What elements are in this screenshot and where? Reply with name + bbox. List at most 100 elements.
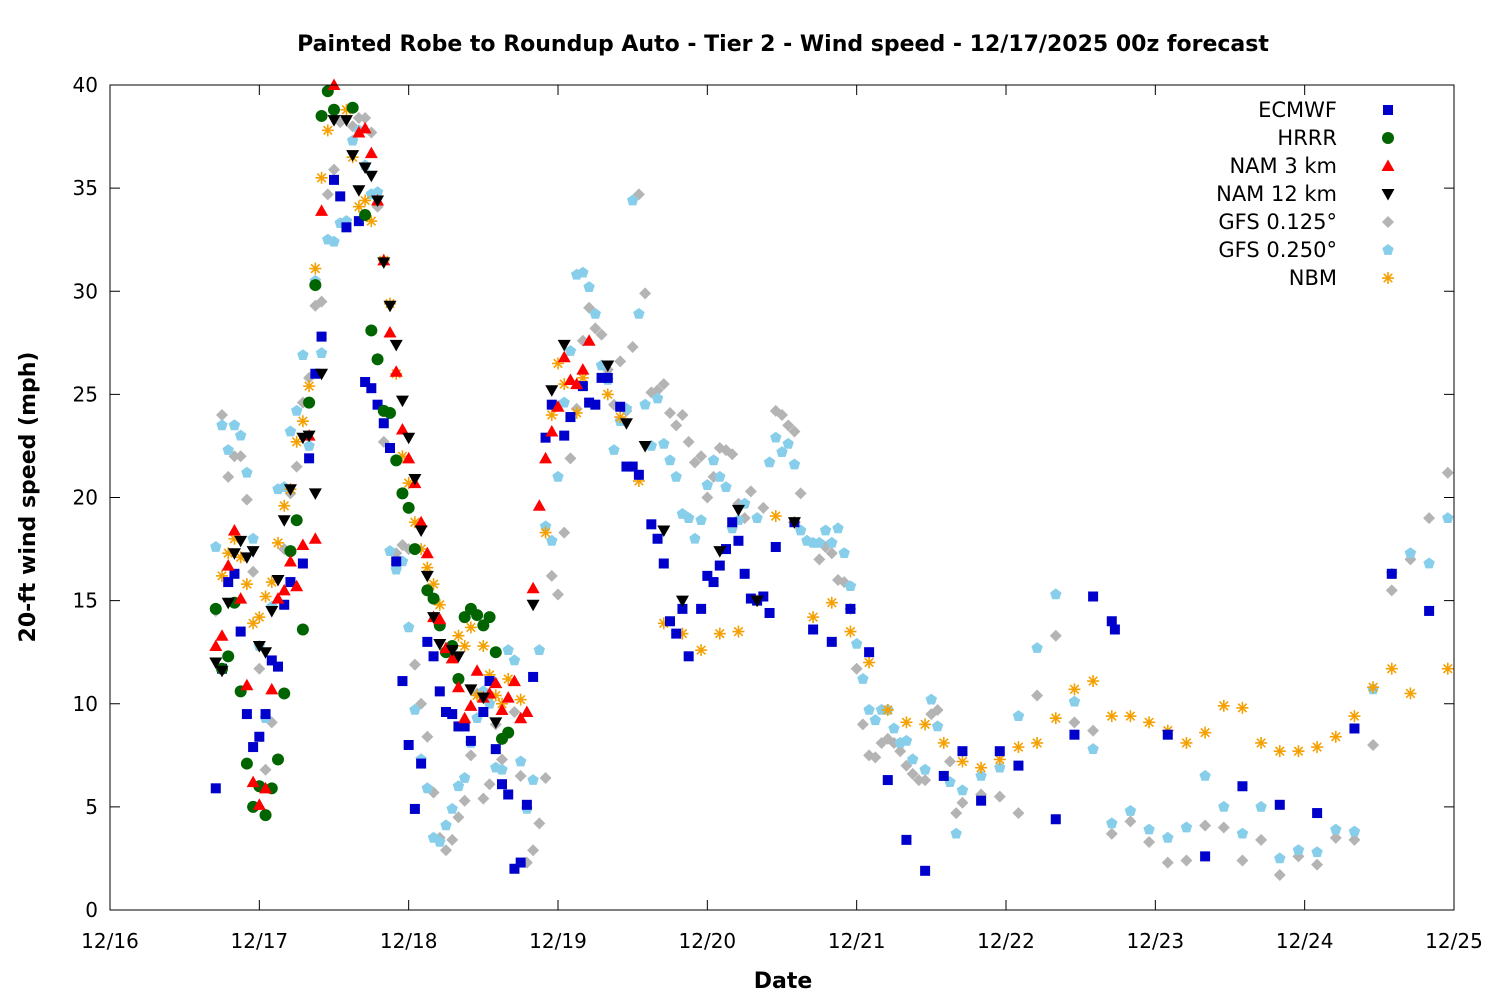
data-point bbox=[614, 411, 627, 424]
data-point bbox=[352, 112, 365, 124]
data-point bbox=[514, 693, 527, 706]
data-point bbox=[708, 577, 719, 588]
data-point bbox=[216, 419, 228, 431]
data-point bbox=[490, 744, 501, 755]
data-point bbox=[1143, 835, 1156, 848]
data-point bbox=[838, 547, 850, 558]
data-point bbox=[508, 654, 521, 666]
data-point bbox=[434, 835, 446, 847]
data-point bbox=[782, 437, 794, 449]
data-point bbox=[769, 510, 782, 523]
legend-label: GFS 0.125° bbox=[1218, 210, 1337, 234]
data-point bbox=[371, 353, 384, 366]
data-point bbox=[665, 616, 675, 627]
data-point bbox=[1423, 557, 1435, 569]
y-tick-label: 30 bbox=[73, 279, 98, 303]
data-point bbox=[813, 553, 826, 566]
data-point bbox=[919, 763, 931, 775]
data-point bbox=[427, 612, 441, 624]
data-point bbox=[994, 761, 1006, 773]
x-tick-label: 12/25 bbox=[1425, 929, 1483, 953]
data-point bbox=[539, 520, 552, 532]
data-point bbox=[1274, 799, 1285, 810]
data-point bbox=[813, 536, 825, 548]
data-point bbox=[360, 377, 371, 387]
data-point bbox=[447, 709, 458, 720]
data-point bbox=[240, 757, 253, 770]
data-point bbox=[676, 409, 689, 421]
data-point bbox=[254, 731, 265, 742]
data-point bbox=[515, 857, 526, 868]
data-point bbox=[944, 755, 956, 768]
data-point bbox=[296, 623, 309, 636]
data-point bbox=[658, 558, 669, 569]
data-point bbox=[359, 112, 372, 124]
data-point bbox=[321, 188, 334, 201]
data-point bbox=[546, 399, 557, 410]
data-point bbox=[210, 541, 222, 552]
data-point bbox=[901, 834, 912, 845]
data-point bbox=[615, 401, 626, 412]
data-point bbox=[420, 546, 434, 559]
data-point bbox=[309, 262, 322, 275]
data-point bbox=[273, 661, 283, 672]
data-point bbox=[1424, 605, 1435, 616]
data-point bbox=[215, 629, 229, 641]
data-point bbox=[395, 422, 409, 435]
data-point bbox=[433, 598, 446, 611]
data-point bbox=[277, 515, 291, 527]
data-point bbox=[459, 721, 470, 732]
data-point bbox=[402, 501, 415, 514]
data-point bbox=[732, 625, 745, 638]
data-point bbox=[520, 705, 534, 717]
legend-marker bbox=[1381, 159, 1395, 171]
data-point bbox=[303, 396, 316, 409]
data-marks bbox=[209, 78, 1454, 881]
y-tick-label: 20 bbox=[73, 486, 98, 510]
legend: ECMWF HRRR NAM 3 km NAM 12 km GFS 0.125° GFS … bbox=[1216, 98, 1395, 290]
data-point bbox=[384, 545, 396, 556]
data-point bbox=[745, 593, 756, 604]
data-point bbox=[1311, 846, 1323, 858]
data-point bbox=[539, 526, 552, 539]
data-point bbox=[1217, 699, 1230, 712]
data-point bbox=[246, 546, 260, 558]
data-point bbox=[502, 644, 514, 655]
data-point bbox=[721, 544, 731, 555]
data-point bbox=[657, 378, 670, 391]
data-point bbox=[221, 597, 235, 610]
data-point bbox=[302, 430, 316, 443]
data-point bbox=[1348, 833, 1361, 846]
data-point bbox=[315, 295, 328, 308]
data-point bbox=[1292, 745, 1305, 758]
data-point bbox=[290, 514, 303, 527]
data-point bbox=[1013, 760, 1024, 771]
data-point bbox=[577, 266, 589, 278]
data-point bbox=[445, 645, 459, 657]
data-point bbox=[563, 373, 577, 385]
data-point bbox=[601, 360, 615, 372]
data-point bbox=[327, 115, 341, 127]
data-point bbox=[1423, 512, 1436, 525]
data-point bbox=[433, 638, 447, 651]
x-axis: 12/16 12/17 12/18 12/19 12/20 12/21 12/22 12/23… bbox=[81, 85, 1483, 953]
data-point bbox=[252, 641, 266, 653]
data-point bbox=[1255, 736, 1268, 749]
data-point bbox=[1124, 805, 1137, 816]
data-point bbox=[421, 584, 434, 597]
data-point bbox=[633, 469, 644, 480]
data-point bbox=[975, 769, 987, 781]
data-point bbox=[602, 372, 613, 383]
data-point bbox=[713, 627, 726, 640]
data-point bbox=[919, 774, 932, 787]
data-point bbox=[352, 185, 366, 197]
data-point bbox=[409, 703, 421, 715]
data-point bbox=[564, 452, 577, 465]
data-point bbox=[464, 699, 478, 711]
data-point bbox=[303, 439, 315, 451]
data-point bbox=[227, 524, 241, 536]
data-point bbox=[957, 746, 968, 757]
data-point bbox=[308, 488, 322, 500]
data-point bbox=[1143, 823, 1155, 835]
data-point bbox=[1105, 710, 1118, 723]
